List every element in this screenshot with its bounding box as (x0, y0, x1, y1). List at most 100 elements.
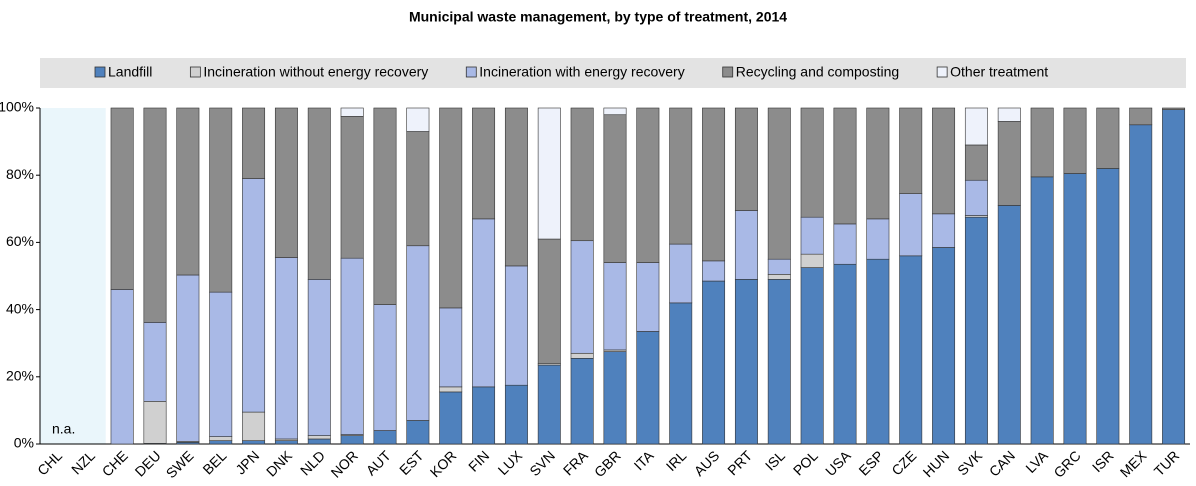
bar-segment (439, 391, 463, 445)
bar-segment (570, 107, 594, 242)
legend-label: Landfill (108, 64, 152, 80)
x-tick-label: ITA (631, 447, 657, 473)
bar-segment (1162, 109, 1186, 445)
bar-segment (340, 107, 364, 117)
bar-segment (734, 279, 758, 445)
bar-segment (734, 210, 758, 280)
bar-segment (504, 265, 528, 386)
bar-segment (833, 107, 857, 225)
bar-segment (307, 279, 331, 436)
x-tick-label: POL (790, 447, 821, 478)
bar-segment (833, 223, 857, 265)
x-tick-label: FIN (465, 447, 492, 474)
bar-segment (669, 107, 693, 245)
legend-label: Incineration without energy recovery (203, 64, 428, 80)
bar-segment (143, 107, 167, 323)
bar-segment (209, 440, 233, 445)
bar-segment (242, 178, 266, 413)
bar-segment (866, 258, 890, 445)
bar-segment (209, 291, 233, 437)
x-tick-label: ESP (855, 447, 886, 478)
legend-swatch (465, 66, 477, 78)
bar-segment (636, 262, 660, 332)
x-tick-label: NZL (68, 447, 98, 477)
bar-segment (406, 107, 430, 132)
bar-segment (767, 279, 791, 445)
bar-segment (669, 243, 693, 304)
bar-segment (209, 107, 233, 293)
x-tick-label: NOR (328, 447, 361, 480)
bar-segment (242, 411, 266, 441)
bar-segment (767, 258, 791, 275)
x-tick-label: AUT (363, 447, 394, 478)
x-tick-label: CAN (986, 447, 1018, 479)
x-tick-label: FRA (560, 447, 592, 479)
y-tick-label: 0% (14, 435, 34, 451)
bar-segment (570, 352, 594, 359)
bar-segment (1063, 173, 1087, 445)
x-tick-label: SVK (954, 447, 986, 479)
bar-segment (702, 107, 726, 262)
bar-segment (964, 179, 988, 216)
bar-segment (373, 107, 397, 305)
bar-segment (143, 322, 167, 402)
bar-segment (1096, 107, 1120, 169)
bar-segment (373, 430, 397, 445)
legend-background (40, 58, 1186, 88)
bar-segment (439, 386, 463, 393)
legend-swatch (936, 66, 948, 78)
x-tick-label: LUX (495, 447, 526, 478)
bar-segment (932, 213, 956, 248)
bar-segment (767, 107, 791, 260)
bar-segment (176, 274, 200, 442)
bar-segment (242, 440, 266, 445)
bar-segment (176, 107, 200, 276)
bar-segment (472, 218, 496, 388)
bar-segment (439, 307, 463, 388)
x-tick-label: PRT (724, 447, 755, 478)
bar-segment (932, 107, 956, 215)
bar-segment (603, 107, 627, 116)
x-tick-label: MEX (1117, 447, 1150, 480)
x-tick-label: CHE (99, 447, 131, 479)
bar-segment (702, 260, 726, 282)
bar-segment (472, 107, 496, 220)
bar-segment (307, 438, 331, 445)
annotation: n.a. (52, 421, 75, 437)
bar-segment (537, 107, 561, 240)
bar-segment (800, 216, 824, 255)
legend-swatch (722, 66, 734, 78)
legend-label: Incineration with energy recovery (479, 64, 684, 80)
bar-segment (570, 358, 594, 445)
na-region (40, 108, 106, 444)
bar-segment (800, 267, 824, 445)
bar-segment (833, 263, 857, 445)
bar-segment (636, 331, 660, 445)
bar-segment (274, 107, 298, 258)
bar-segment (406, 420, 430, 445)
x-tick-label: HUN (920, 447, 953, 480)
x-tick-label: ISR (1089, 447, 1117, 475)
bar-segment (406, 245, 430, 421)
x-tick-label: SWE (163, 447, 197, 481)
x-tick-label: JPN (232, 447, 262, 477)
bar-segment (307, 435, 331, 440)
x-tick-label: GBR (591, 447, 624, 480)
bar-segment (702, 280, 726, 445)
bar-segment (899, 107, 923, 194)
bar-segment (800, 107, 824, 218)
y-tick-label: 20% (6, 368, 34, 384)
bar-segment (866, 218, 890, 260)
bar-segment (734, 107, 758, 211)
bar-segment (603, 351, 627, 445)
x-tick-label: SVN (526, 447, 558, 479)
bar-segment (110, 289, 134, 445)
bar-segment (767, 274, 791, 280)
y-tick-label: 80% (6, 166, 34, 182)
bar-segment (1162, 107, 1186, 110)
x-tick-label: CZE (888, 447, 919, 478)
bar-segment (110, 107, 134, 290)
x-tick-label: CHL (34, 447, 65, 478)
bar-segment (1063, 107, 1087, 174)
bar-segment (1129, 124, 1153, 445)
